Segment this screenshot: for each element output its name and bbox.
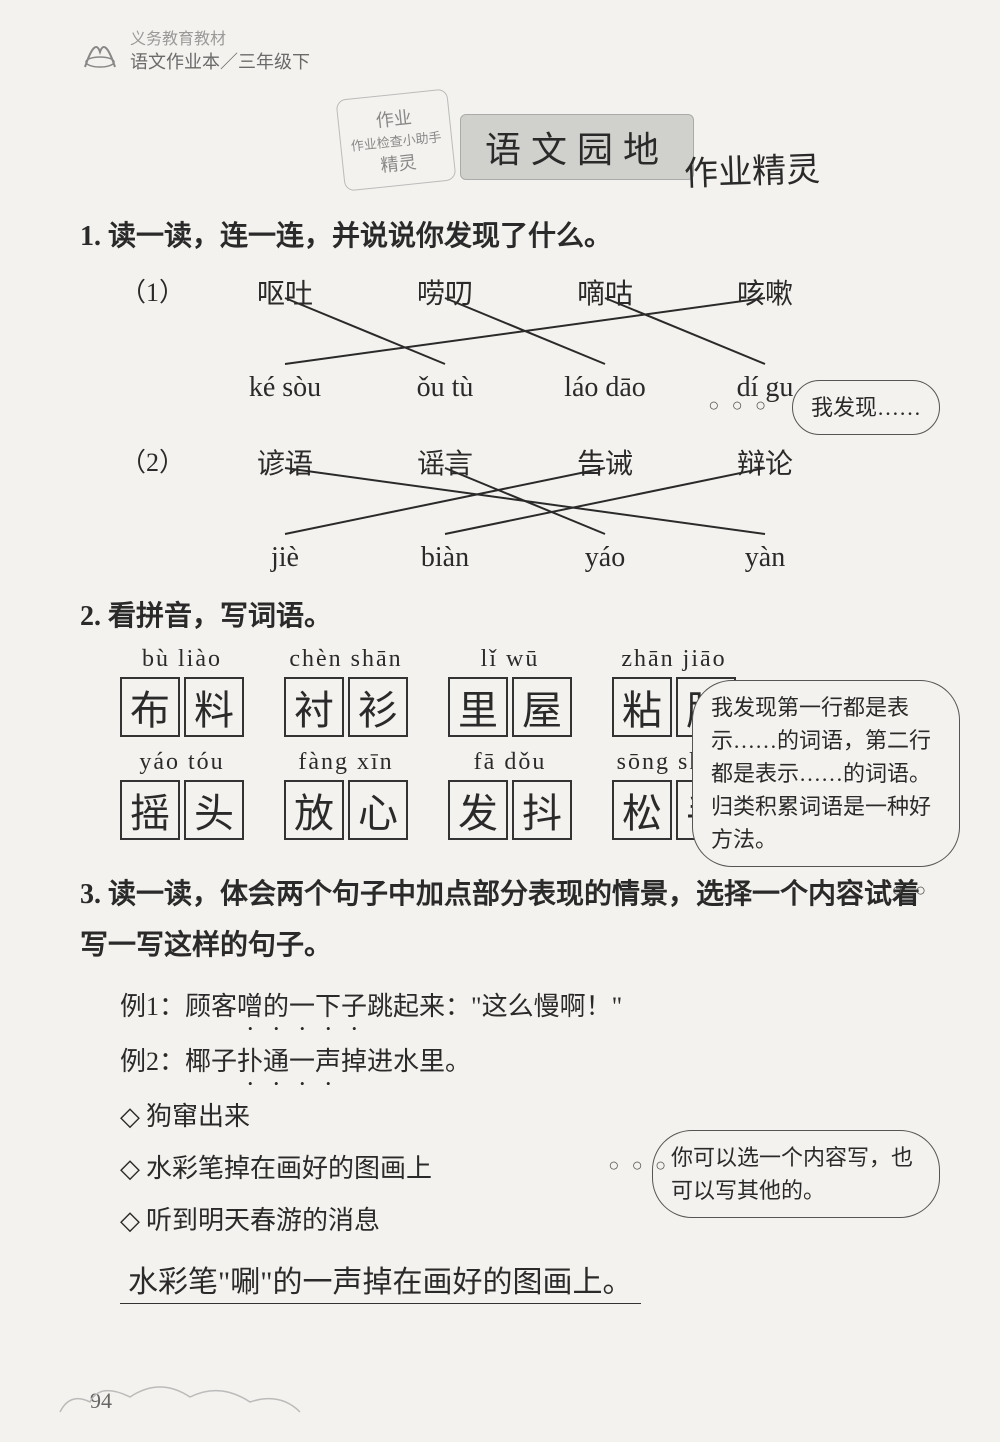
banner: 作业 作业检查小助手 精灵 语文园地 作业精灵 (80, 94, 940, 184)
pinyin-pair: chèn shān 衬衫 (284, 646, 408, 737)
char-box: 头 (184, 780, 244, 840)
char-box: 摇 (120, 780, 180, 840)
char-box: 粘 (612, 677, 672, 737)
char-boxes: 布料 (120, 677, 244, 737)
char-box: 布 (120, 677, 180, 737)
thought-cloud-2: 我发现第一行都是表示……的词语，第二行都是表示……的词语。归类积累词语是一种好方… (692, 680, 960, 867)
char-box: 衫 (348, 677, 408, 737)
char-box: 心 (348, 780, 408, 840)
char-boxes: 放心 (284, 780, 408, 840)
section-title: 语文园地 (460, 114, 694, 180)
char-box: 衬 (284, 677, 344, 737)
workbook-page: 义务教育教材 语文作业本／三年级下 作业 作业检查小助手 精灵 语文园地 作业精… (0, 0, 1000, 1442)
header-line1: 义务教育教材 (130, 30, 310, 51)
match-group-2: （2） 谚语 谣言 告诫 辩论 jiè biàn yáo yàn (120, 434, 940, 574)
cloud-text: 我发现第一行都是表示……的词语，第二行都是表示……的词语。归类积累词语是一种好方… (711, 695, 931, 852)
emphasis: 噌的一下子 (237, 992, 367, 1021)
pinyin-label: fā dǒu (448, 749, 572, 776)
handwritten-note: 作业精灵 (683, 142, 821, 196)
cloud-tail-icon: ○ ○ (892, 880, 930, 901)
pinyin-label: bù liào (120, 646, 244, 673)
char-boxes: 摇头 (120, 780, 244, 840)
char-box: 里 (448, 677, 508, 737)
stamp-line: 作业 (374, 103, 413, 133)
question-1-title: 1. 读一读，连一连，并说说你发现了什么。 (80, 214, 940, 254)
char-box: 放 (284, 780, 344, 840)
pinyin-label: zhān jiāo (612, 646, 736, 673)
thought-cloud-3: 你可以选一个内容写，也可以写其他的。 (652, 1130, 940, 1218)
pinyin-pair: yáo tóu 摇头 (120, 749, 244, 840)
char-boxes: 里屋 (448, 677, 572, 737)
cloud-tail-icon: ○ ○ ○ (708, 395, 770, 416)
cloud-tail-icon: ○ ○ ○ (608, 1155, 670, 1176)
question-3-title: 3. 读一读，体会两个句子中加点部分表现的情景，选择一个内容试着写一写这样的句子… (80, 870, 940, 971)
char-boxes: 衬衫 (284, 677, 408, 737)
char-box: 料 (184, 677, 244, 737)
pinyin-pair: lǐ wū 里屋 (448, 646, 572, 737)
char-box: 松 (612, 780, 672, 840)
student-answer: 水彩笔"唰"的一声掉在画好的图画上。 (120, 1257, 641, 1304)
char-box: 发 (448, 780, 508, 840)
char-box: 抖 (512, 780, 572, 840)
match-lines-1 (120, 264, 820, 404)
decorative-cloud-icon (50, 1362, 310, 1422)
pinyin-pair: fàng xīn 放心 (284, 749, 408, 840)
example-1: 例1：顾客噌的一下子跳起来："这么慢啊！" (120, 981, 940, 1036)
char-box: 屋 (512, 677, 572, 737)
page-header: 义务教育教材 语文作业本／三年级下 (80, 30, 940, 74)
cloud-text: 你可以选一个内容写，也可以写其他的。 (671, 1145, 913, 1203)
pinyin-pair: fā dǒu 发抖 (448, 749, 572, 840)
pinyin-label: fàng xīn (284, 749, 408, 776)
pinyin-label: lǐ wū (448, 646, 572, 673)
stamp-icon: 作业 作业检查小助手 精灵 (335, 89, 456, 192)
cloud-text: 我发现…… (811, 395, 921, 420)
publisher-logo-icon (80, 32, 120, 72)
example-2: 例2：椰子扑通一声掉进水里。 (120, 1036, 940, 1091)
match-lines-2 (120, 434, 820, 574)
question-2-title: 2. 看拼音，写词语。 (80, 594, 940, 634)
pinyin-label: yáo tóu (120, 749, 244, 776)
stamp-line: 精灵 (379, 148, 418, 178)
header-line2: 语文作业本／三年级下 (130, 51, 310, 74)
thought-cloud-1: 我发现…… (792, 380, 940, 435)
header-text: 义务教育教材 语文作业本／三年级下 (130, 30, 310, 74)
pinyin-label: chèn shān (284, 646, 408, 673)
emphasis: 扑通一声 (237, 1047, 341, 1076)
pinyin-pair: bù liào 布料 (120, 646, 244, 737)
char-boxes: 发抖 (448, 780, 572, 840)
